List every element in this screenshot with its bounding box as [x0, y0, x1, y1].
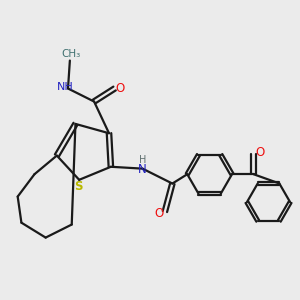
Text: NH: NH: [57, 82, 74, 92]
Text: S: S: [74, 180, 83, 193]
Text: CH₃: CH₃: [61, 49, 80, 59]
Text: O: O: [116, 82, 125, 95]
Text: H: H: [139, 155, 146, 165]
Text: O: O: [256, 146, 265, 160]
Text: O: O: [154, 207, 163, 220]
Text: N: N: [138, 163, 147, 176]
